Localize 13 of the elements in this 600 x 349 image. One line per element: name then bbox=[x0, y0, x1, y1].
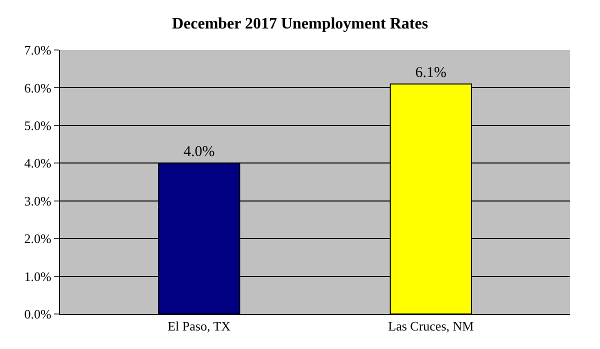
y-tick-label: 4.0% bbox=[24, 156, 52, 171]
x-tick-label: Las Cruces, NM bbox=[388, 318, 474, 334]
x-tick-label: El Paso, TX bbox=[168, 318, 232, 334]
data-label: 6.1% bbox=[415, 64, 447, 81]
y-tick-label: 2.0% bbox=[24, 231, 52, 246]
y-tick-label: 5.0% bbox=[24, 118, 52, 133]
y-tick-label: 7.0% bbox=[24, 42, 52, 58]
y-tick-label: 6.0% bbox=[24, 80, 52, 96]
y-tick-label: 3.0% bbox=[24, 193, 52, 208]
y-tick-label: 1.0% bbox=[24, 268, 52, 284]
y-tick-label: 0.0% bbox=[24, 306, 52, 322]
data-label: 4.0% bbox=[183, 144, 215, 160]
chart-title: December 2017 Unemployment Rates bbox=[172, 16, 428, 33]
